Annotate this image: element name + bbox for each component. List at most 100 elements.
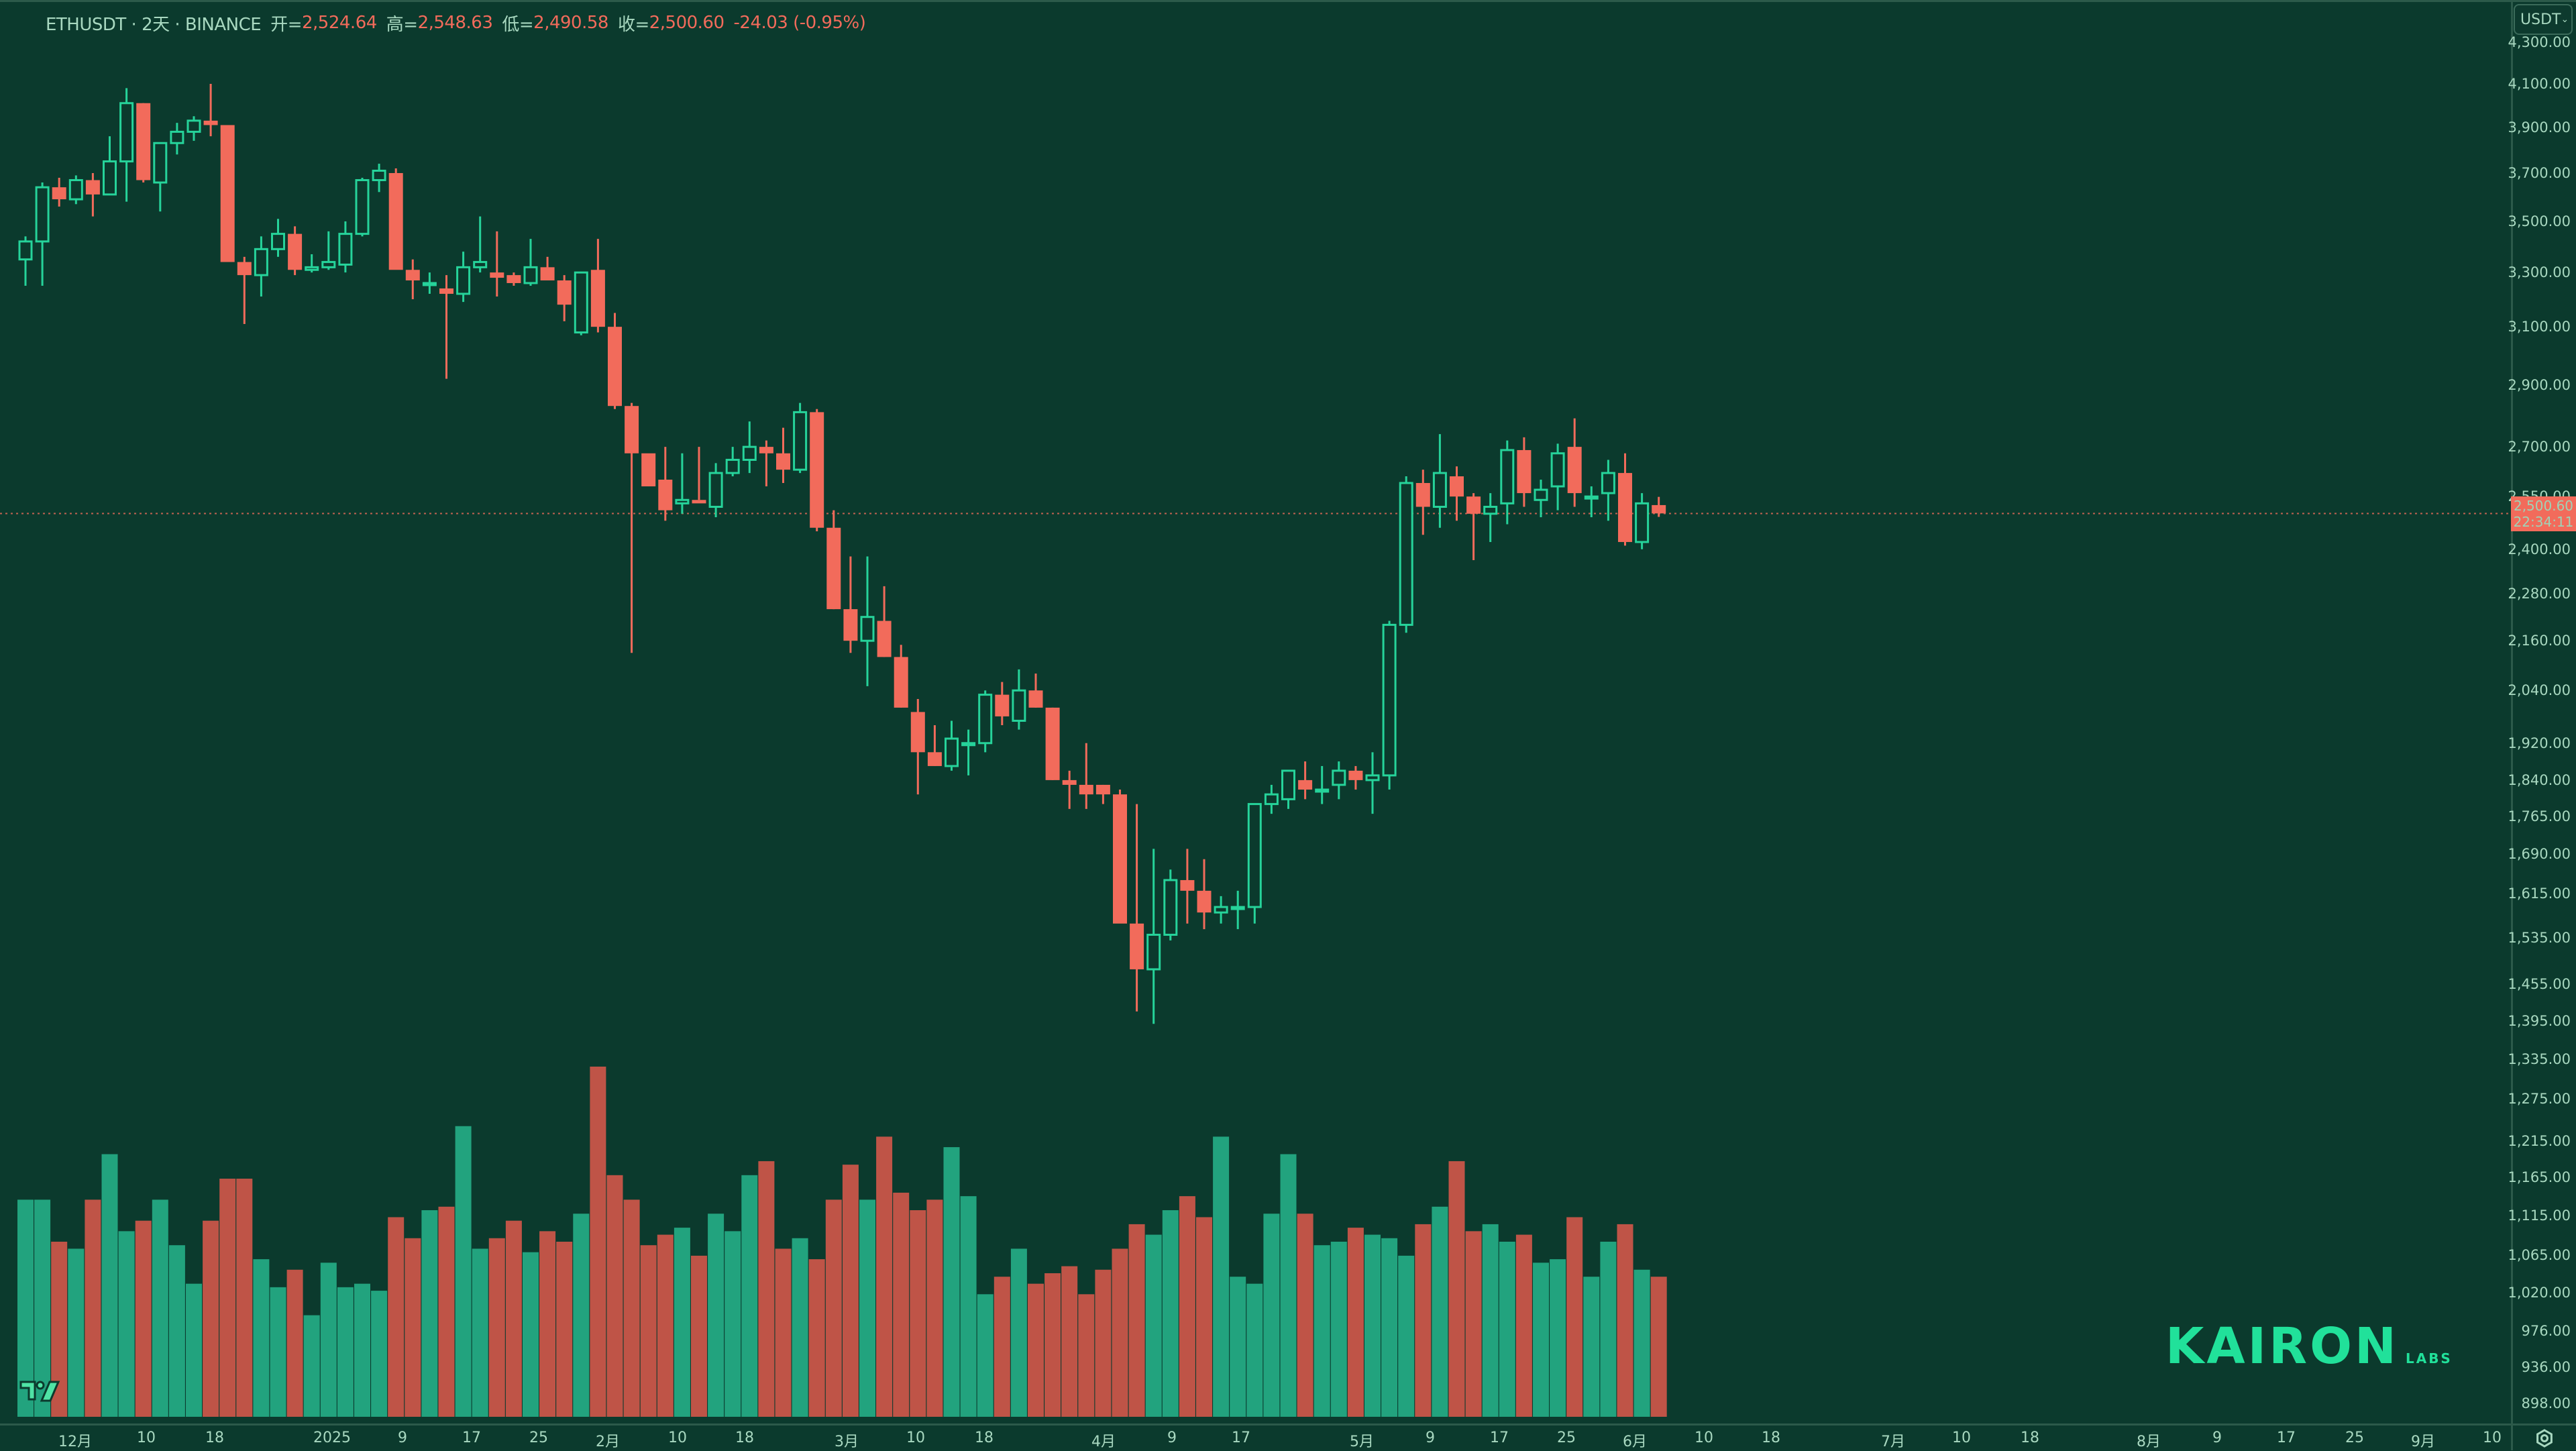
candle-body[interactable] [35, 186, 50, 243]
settings-button[interactable] [2511, 1423, 2576, 1450]
candle-body[interactable] [708, 472, 723, 508]
candle-body[interactable] [910, 712, 925, 753]
candle-body[interactable] [793, 411, 808, 471]
candlestick-chart[interactable] [0, 0, 2511, 1423]
candle-body[interactable] [405, 270, 420, 281]
candle-body[interactable] [1652, 504, 1666, 514]
candle-body[interactable] [1500, 449, 1515, 504]
candle-body[interactable] [1315, 788, 1330, 793]
candle-body[interactable] [422, 282, 437, 286]
candle-body[interactable] [388, 172, 403, 270]
candle-body[interactable] [1247, 803, 1262, 908]
candle-body[interactable] [1079, 784, 1093, 795]
candle-body[interactable] [1130, 923, 1144, 969]
candle-body[interactable] [103, 160, 117, 196]
candle-body[interactable] [725, 458, 740, 474]
candle-body[interactable] [473, 261, 488, 268]
candle-body[interactable] [1635, 502, 1650, 543]
candle-body[interactable] [692, 500, 706, 504]
candle-body[interactable] [1028, 690, 1043, 708]
candle-body[interactable] [372, 169, 386, 182]
candle-body[interactable] [1163, 879, 1178, 936]
candle-body[interactable] [439, 288, 453, 294]
tradingview-logo-icon[interactable] [19, 1379, 60, 1403]
candle-body[interactable] [1567, 447, 1582, 494]
candle-body[interactable] [961, 742, 976, 747]
candle-body[interactable] [1045, 707, 1060, 780]
candle-body[interactable] [456, 266, 471, 295]
candle-body[interactable] [608, 327, 622, 407]
candle-body[interactable] [220, 125, 235, 262]
candle-body[interactable] [658, 480, 673, 510]
candle-body[interactable] [1281, 769, 1295, 800]
candle-body[interactable] [186, 119, 201, 133]
candle-body[interactable] [641, 453, 656, 487]
candle-body[interactable] [52, 187, 66, 200]
candle-body[interactable] [1146, 933, 1161, 971]
candle-body[interactable] [523, 266, 538, 284]
candle-body[interactable] [1180, 879, 1195, 891]
candle-body[interactable] [1298, 780, 1313, 790]
candle-body[interactable] [742, 445, 757, 461]
candle-body[interactable] [1062, 780, 1077, 785]
candle-body[interactable] [625, 406, 639, 453]
candle-body[interactable] [1012, 689, 1026, 722]
candle-body[interactable] [826, 527, 841, 610]
candle-body[interactable] [153, 142, 168, 184]
symbol-info[interactable]: ETHUSDT · 2天 · BINANCE [46, 14, 262, 35]
candle-body[interactable] [1517, 449, 1532, 494]
candle-body[interactable] [1382, 623, 1397, 777]
candle-body[interactable] [1197, 890, 1212, 913]
candle-body[interactable] [1618, 473, 1632, 542]
candle-body[interactable] [945, 737, 959, 767]
candle-body[interactable] [506, 275, 521, 283]
candle-body[interactable] [1432, 472, 1447, 508]
candle-body[interactable] [237, 262, 252, 276]
candle-body[interactable] [305, 266, 319, 271]
candle-body[interactable] [355, 179, 370, 235]
candle-body[interactable] [590, 270, 605, 327]
candle-body[interactable] [1483, 506, 1498, 515]
candle-body[interactable] [1332, 769, 1346, 786]
candle-body[interactable] [136, 103, 151, 180]
candle-body[interactable] [759, 447, 773, 453]
candle-body[interactable] [927, 752, 942, 766]
candle-body[interactable] [1214, 906, 1228, 914]
candle-body[interactable] [321, 261, 336, 268]
candle-body[interactable] [1095, 784, 1110, 795]
candle-body[interactable] [995, 694, 1010, 716]
candle-body[interactable] [1113, 794, 1127, 924]
candle-body[interactable] [1601, 472, 1615, 494]
candle-body[interactable] [877, 621, 892, 657]
currency-selector[interactable]: USDT ⌄ [2514, 4, 2573, 35]
candle-body[interactable] [1466, 496, 1481, 514]
candle-body[interactable] [1534, 488, 1548, 501]
candle-body[interactable] [1450, 476, 1464, 497]
candle-body[interactable] [1348, 770, 1363, 780]
candle-body[interactable] [85, 180, 100, 195]
candle-body[interactable] [1264, 793, 1279, 806]
candle-body[interactable] [271, 233, 285, 250]
candle-body[interactable] [810, 412, 824, 528]
candle-body[interactable] [860, 616, 875, 642]
candle-body[interactable] [557, 280, 572, 305]
candle-body[interactable] [1550, 452, 1565, 488]
candle-body[interactable] [894, 657, 908, 708]
candle-body[interactable] [1365, 774, 1380, 782]
candle-body[interactable] [1230, 906, 1245, 910]
candle-body[interactable] [1584, 495, 1599, 500]
candle-body[interactable] [203, 120, 218, 125]
candle-body[interactable] [843, 609, 858, 641]
candle-body[interactable] [675, 498, 690, 504]
candle-body[interactable] [490, 272, 504, 278]
candle-body[interactable] [1415, 483, 1430, 507]
candle-body[interactable] [338, 233, 353, 266]
candle-body[interactable] [68, 179, 83, 201]
candle-body[interactable] [540, 267, 555, 281]
candle-body[interactable] [978, 694, 993, 745]
time-axis[interactable]: 12月 10 18 2025 9 17 25 2月 10 18 3月 10 18 4月 9 17 5月 9 17 25… [0, 1423, 2511, 1450]
price-axis[interactable]: 4,300.00 4,100.00 3,900.00 3,700.00 3,500.00… [2508, 0, 2576, 1423]
candle-body[interactable] [574, 271, 588, 334]
candle-body[interactable] [18, 240, 33, 261]
candle-body[interactable] [119, 102, 134, 163]
